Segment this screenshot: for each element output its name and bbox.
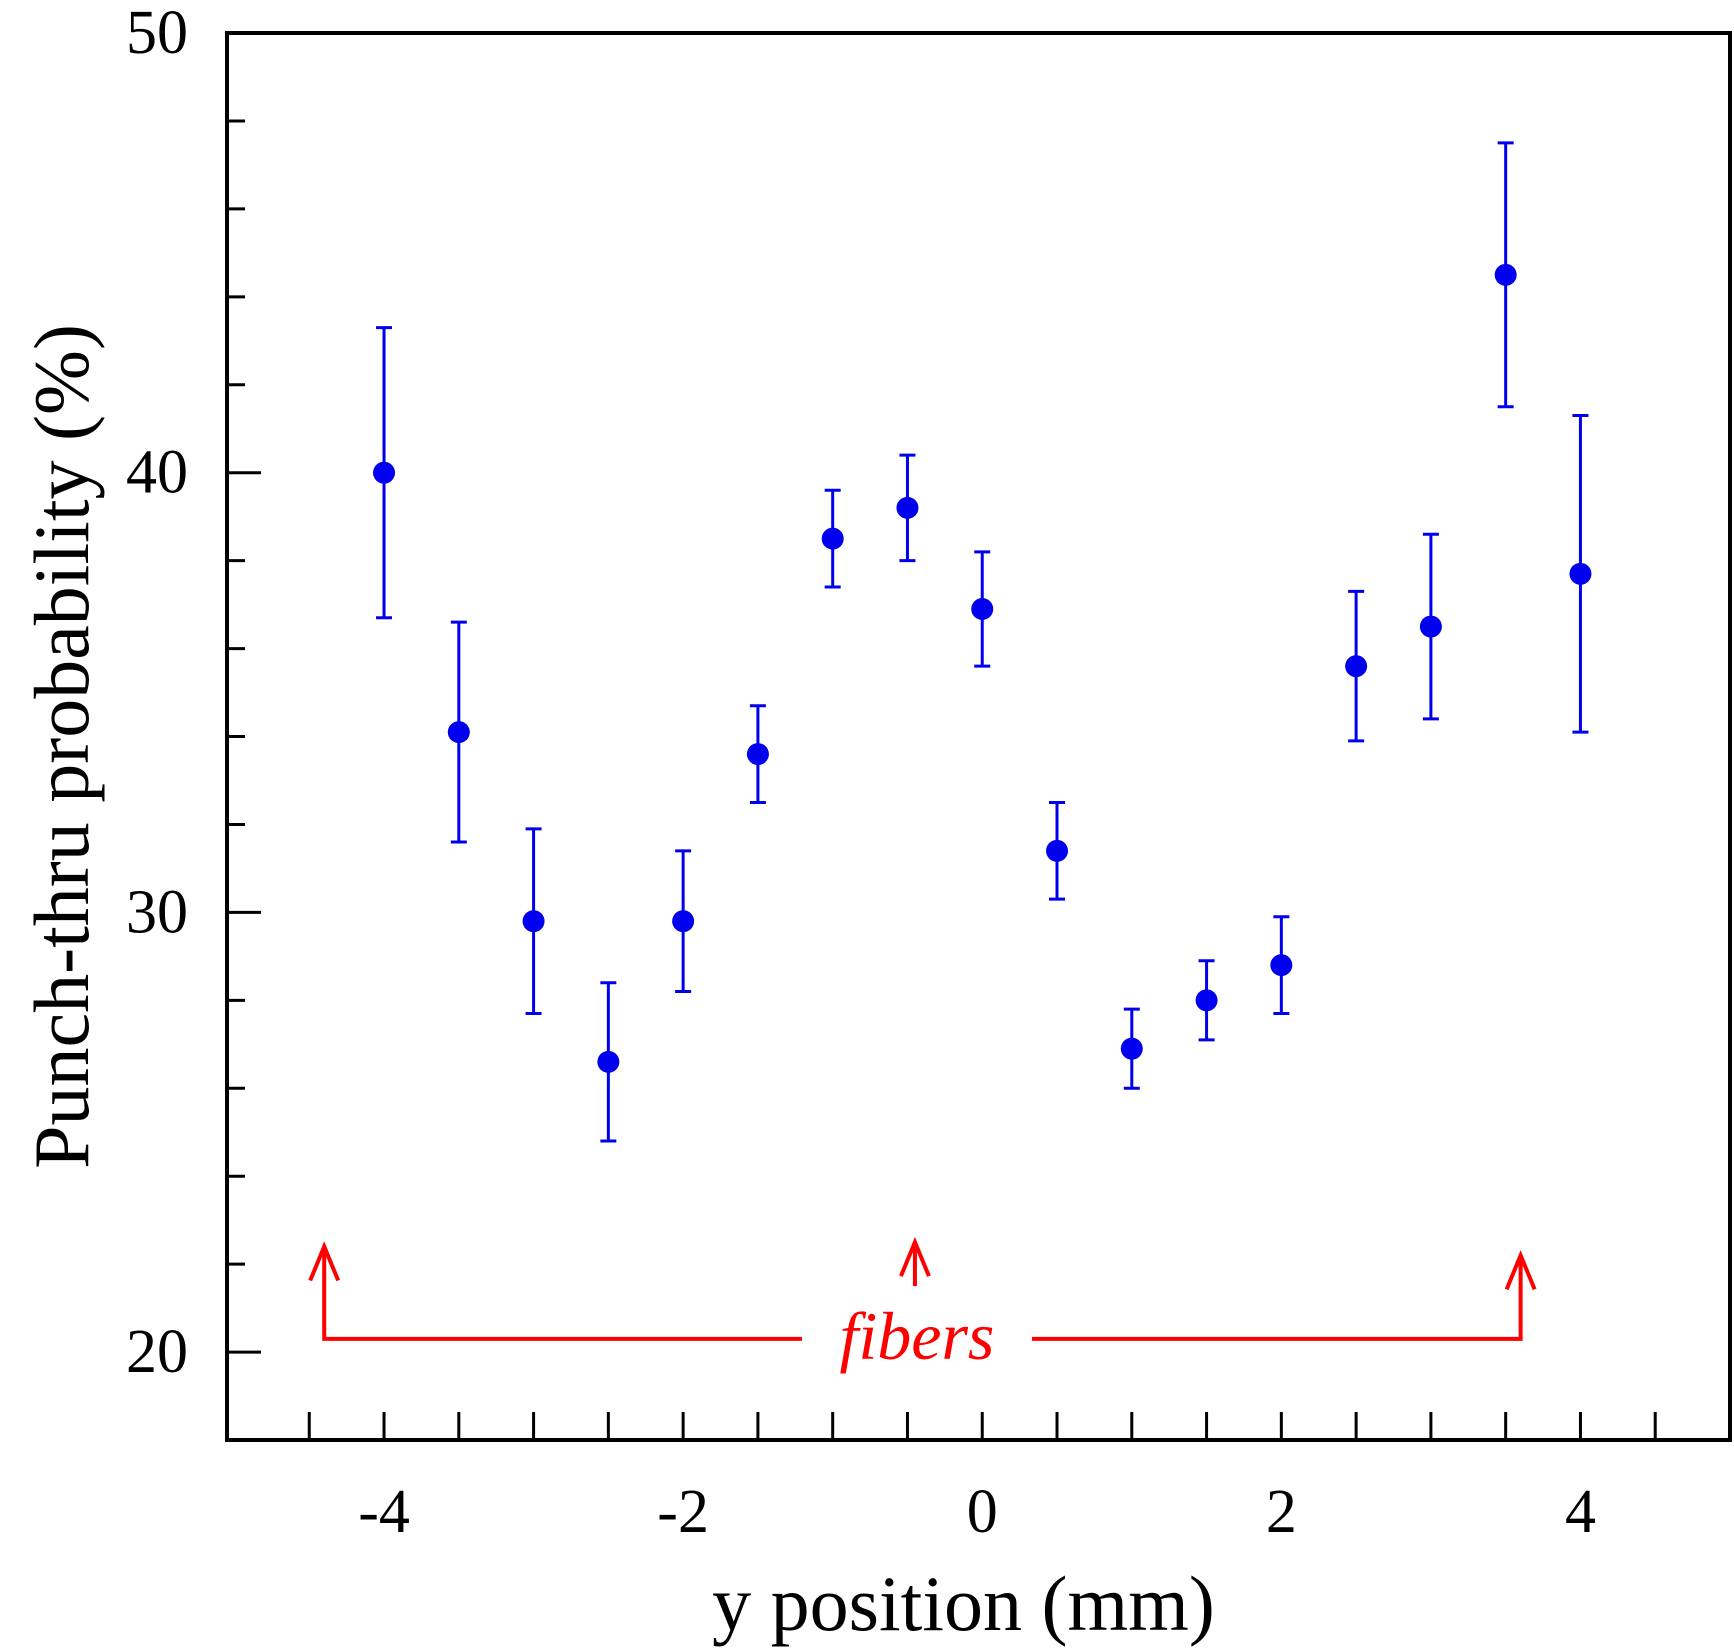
x-tick-label: 4: [1565, 1478, 1596, 1546]
data-point: [896, 453, 919, 563]
data-point: [1120, 1007, 1143, 1090]
tick-labels: -4 -2 0 2 4 20 30 40 50: [126, 0, 1596, 1546]
point-marker: [896, 496, 919, 519]
point-marker: [373, 461, 396, 484]
arrow-head: [899, 1236, 931, 1277]
data-point: [522, 827, 545, 1016]
data-point: [821, 488, 844, 589]
point-marker: [1569, 562, 1592, 585]
fibers-bracket-left: [322, 1250, 802, 1341]
fibers-bracket-right: [1031, 1259, 1523, 1341]
data-point: [373, 326, 396, 620]
ticks: [227, 31, 1657, 1442]
y-axis-title: Punch-thru probability (%): [18, 324, 105, 1169]
data-point: [1569, 414, 1592, 734]
point-marker: [522, 910, 545, 933]
point-marker: [597, 1050, 620, 1073]
y-tick-label: 40: [126, 439, 188, 507]
data-series: [373, 141, 1592, 1143]
x-tick-label: 2: [1266, 1478, 1297, 1546]
y-tick-label: 50: [126, 0, 188, 67]
point-marker: [821, 527, 844, 550]
point-marker: [447, 721, 470, 744]
fibers-annotation: fibers: [308, 1236, 1537, 1374]
point-marker: [1046, 839, 1069, 862]
data-point: [746, 704, 769, 804]
x-axis-title: y position (mm): [712, 1560, 1215, 1647]
point-marker: [1195, 989, 1218, 1012]
data-point: [597, 981, 620, 1143]
arrow-head: [1504, 1250, 1537, 1291]
point-marker: [672, 910, 695, 933]
x-tick-label: -2: [657, 1478, 709, 1546]
data-point: [1345, 589, 1368, 743]
data-point: [672, 849, 695, 994]
x-tick-label: 0: [967, 1478, 998, 1546]
plot-frame: [225, 31, 1732, 1442]
data-point: [1195, 959, 1218, 1042]
y-tick-label: 20: [126, 1318, 188, 1386]
arrow-head: [308, 1241, 341, 1282]
point-marker: [1419, 615, 1442, 638]
data-point: [971, 550, 994, 668]
data-point: [1419, 532, 1442, 721]
point-marker: [746, 743, 769, 766]
data-point: [1046, 800, 1069, 901]
point-marker: [971, 597, 994, 620]
point-marker: [1345, 655, 1368, 678]
data-point: [1494, 141, 1517, 409]
data-point: [447, 620, 470, 844]
point-marker: [1270, 954, 1293, 977]
y-tick-label: 30: [126, 878, 188, 946]
point-marker: [1494, 263, 1517, 286]
data-point: [1270, 915, 1293, 1016]
point-marker: [1120, 1037, 1143, 1060]
x-tick-label: -4: [358, 1478, 410, 1546]
fibers-label: fibers: [839, 1298, 994, 1374]
